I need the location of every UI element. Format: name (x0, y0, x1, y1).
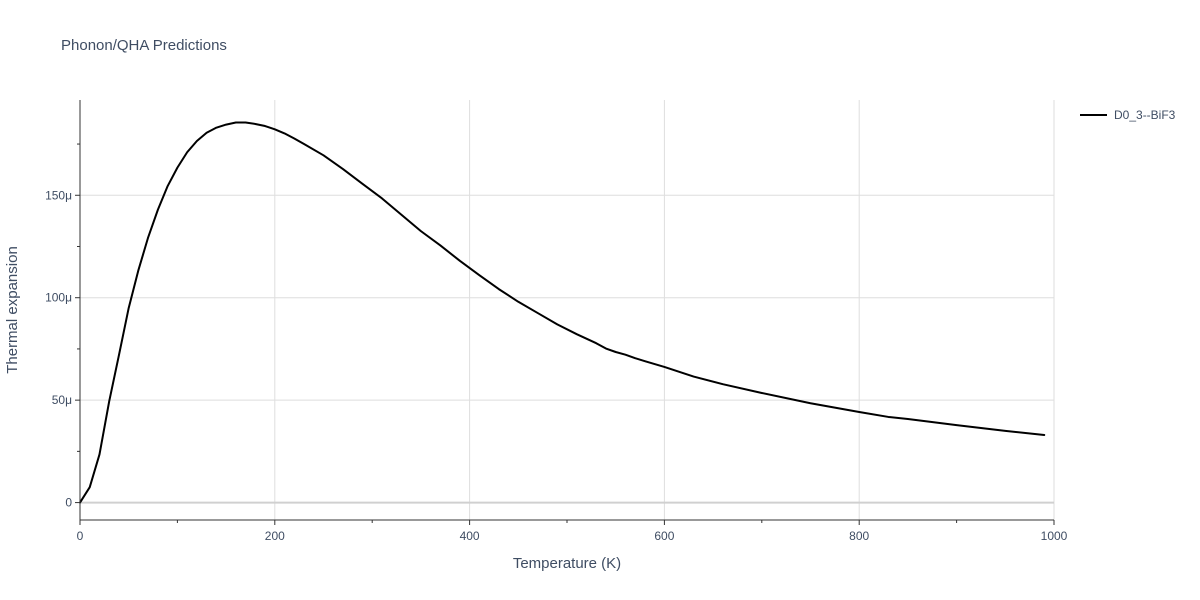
y-tick-label: 50μ (52, 393, 72, 407)
grid-layer (80, 100, 1055, 520)
y-tick-label: 0 (65, 496, 72, 510)
y-tick-label: 100μ (45, 291, 72, 305)
x-tick-label: 800 (849, 529, 869, 543)
x-tick-label: 200 (265, 529, 285, 543)
x-tick-label: 1000 (1041, 529, 1068, 543)
axes: 0 200 400 600 800 1000 0 50μ 100μ 150μ (45, 100, 1068, 543)
y-axis-title: Thermal expansion (4, 246, 21, 374)
y-tick-label: 150μ (45, 188, 72, 202)
legend-label-d0-3-bif3: D0_3--BiF3 (1114, 108, 1176, 122)
plot-area (79, 121, 1046, 504)
x-tick-label: 0 (77, 529, 84, 543)
x-axis-title: Temperature (K) (513, 555, 621, 572)
x-tick-label: 600 (654, 529, 674, 543)
legend[interactable]: D0_3--BiF3 (1080, 108, 1176, 122)
x-tick-label: 400 (460, 529, 480, 543)
series-line-d0-3-bif3 (79, 121, 1046, 504)
chart-title: Phonon/QHA Predictions (61, 37, 227, 54)
